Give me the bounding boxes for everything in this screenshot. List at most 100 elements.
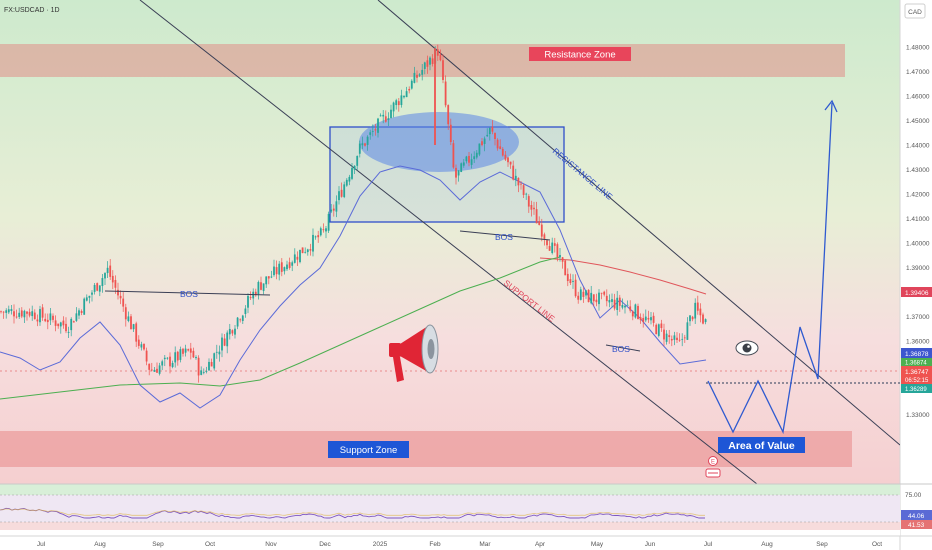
candle-body [551, 242, 554, 253]
candle-body [605, 295, 608, 302]
candle-body [236, 317, 239, 327]
candle-body [83, 298, 86, 315]
candle-body [156, 368, 158, 373]
candlestick-series [0, 44, 707, 383]
candle-body [574, 279, 577, 297]
candle-body [592, 294, 595, 302]
candle-body [31, 311, 34, 317]
candle-body [280, 262, 283, 272]
candle-body [439, 54, 442, 61]
candle-body [171, 362, 174, 368]
candle-body [572, 280, 574, 282]
candle-body [327, 213, 330, 231]
candle-body [267, 276, 270, 279]
candle-body [561, 257, 564, 262]
area-of-value-label-bg [718, 437, 805, 453]
candle-body [421, 69, 424, 75]
candle-body [455, 167, 457, 178]
candle-body [88, 295, 91, 298]
candle-body [509, 161, 512, 165]
candle-body [244, 308, 247, 315]
ma-fast-line [0, 165, 707, 409]
candle-body [647, 317, 650, 320]
candle-body [70, 318, 73, 331]
candle-body [288, 262, 291, 268]
x-tick-label: Oct [872, 541, 882, 548]
candle-body [514, 175, 517, 180]
candle-body [163, 357, 166, 360]
candle-body [106, 267, 109, 274]
green-badge-text: 1.36874 [905, 361, 927, 367]
green-badge [901, 358, 932, 366]
y-tick-label: 1.48000 [906, 45, 930, 52]
candle-body [124, 307, 127, 320]
candle-body [631, 311, 634, 317]
candle-body [44, 318, 47, 322]
time-axis[interactable]: Jul Aug Sep Oct Nov Dec 2025 Feb Mar Apr May Jun Jul… [37, 541, 882, 548]
rsi-signal-text: 41.53 [908, 522, 925, 529]
x-tick-label: Aug [94, 541, 106, 548]
candle-body [468, 155, 470, 163]
candle-body [457, 170, 460, 176]
rsi-overbought-band [0, 484, 900, 495]
x-tick-label: Aug [761, 541, 773, 548]
y-tick-label: 1.43000 [906, 167, 930, 174]
candle-body [585, 290, 587, 296]
rsi-line [0, 507, 705, 519]
candle-body [488, 127, 491, 135]
candle-body [423, 62, 426, 69]
candle-body [317, 235, 320, 238]
support-zone-label-bg [328, 441, 409, 458]
candle-body [410, 80, 413, 89]
candle-body [655, 324, 658, 335]
x-tick-label: Jul [704, 541, 713, 548]
candle-body [390, 109, 392, 118]
candle-body [130, 316, 132, 330]
candle-body [683, 337, 686, 339]
candle-body [15, 316, 18, 318]
y-tick-label: 1.39000 [906, 265, 930, 272]
candle-body [364, 143, 366, 146]
candle-body [595, 299, 598, 303]
candle-body [117, 289, 119, 296]
currency-button[interactable] [904, 3, 926, 19]
candle-body [257, 282, 260, 295]
candle-body [382, 114, 385, 117]
candle-body [527, 196, 530, 207]
event-marker-icon[interactable]: E [708, 456, 718, 466]
candle-body [54, 320, 57, 326]
candle-body [452, 143, 455, 168]
candle-body [436, 49, 439, 56]
candle-body [629, 306, 632, 311]
candle-body [704, 319, 707, 323]
x-tick-label: Jul [37, 541, 46, 548]
candle-body [639, 317, 642, 321]
candle-body [348, 176, 351, 182]
candle-body [598, 292, 600, 305]
candle-body [75, 313, 78, 321]
candle-body [0, 311, 2, 313]
flag-icon[interactable] [705, 468, 721, 478]
candle-body [481, 141, 483, 146]
candle-body [119, 295, 122, 299]
candle-body [379, 115, 382, 117]
candle-body [501, 148, 504, 156]
x-tick-label: May [591, 541, 604, 548]
candle-body [694, 302, 697, 319]
x-tick-label: Sep [152, 541, 164, 548]
candle-body [442, 60, 444, 80]
candle-body [187, 349, 190, 351]
candle-body [520, 183, 522, 185]
rsi-pane[interactable]: 75.00 44.06 41.53 [0, 483, 932, 536]
y-tick-label: 1.47000 [906, 69, 930, 76]
candle-body [486, 134, 489, 137]
y-tick-label: 1.40000 [906, 241, 930, 248]
projection-path [707, 102, 833, 435]
candle-body [689, 315, 691, 322]
candle-body [306, 249, 309, 253]
candle-body [504, 154, 507, 160]
candle-body [507, 157, 509, 163]
candle-body [660, 323, 663, 329]
candle-body [582, 291, 585, 297]
